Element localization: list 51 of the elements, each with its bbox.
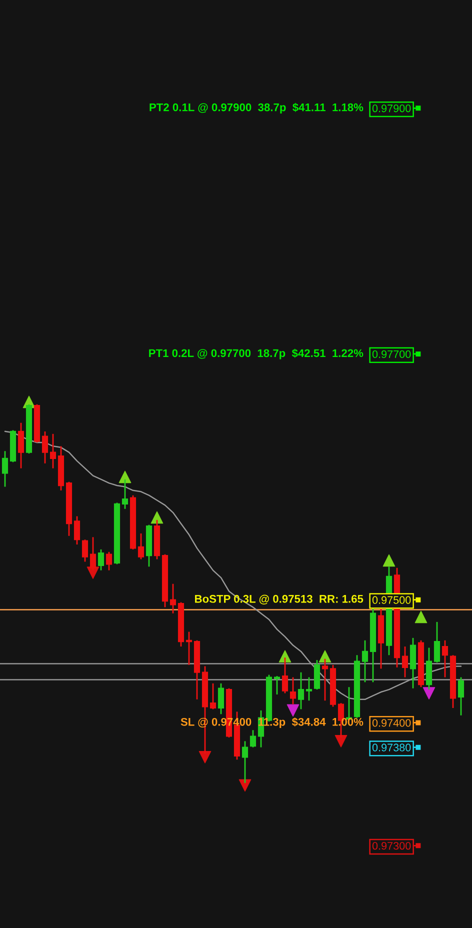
candlestick xyxy=(274,675,280,696)
candlestick xyxy=(98,548,104,572)
candlestick xyxy=(242,740,248,784)
candlestick xyxy=(434,621,440,664)
candlestick xyxy=(50,433,56,469)
y-tick-label: 0.97380 xyxy=(372,744,411,752)
point xyxy=(118,470,132,484)
candlestick xyxy=(250,729,256,748)
y-tick-label: 0.97900 xyxy=(372,104,411,112)
y-tick-label: 0.97400 xyxy=(372,719,411,727)
candlestick xyxy=(18,422,24,469)
y-tick-label: 0.97700 xyxy=(372,350,411,358)
candlestick xyxy=(106,551,112,572)
candlestick xyxy=(210,682,216,710)
y-tick-label: 0.97500 xyxy=(372,596,411,604)
point xyxy=(238,779,252,792)
point xyxy=(198,750,212,764)
candlestick xyxy=(410,637,416,690)
line-series xyxy=(4,430,462,700)
annotation: PT2 0.1L @ 0.97900 38.7p $41.11 1.18% xyxy=(150,102,364,114)
annotation: PT1 0.2L @ 0.97700 18.7p $42.51 1.22% xyxy=(149,348,364,360)
candlestick xyxy=(186,631,192,666)
candlestick xyxy=(322,658,328,702)
candlestick xyxy=(314,659,320,690)
candlestick xyxy=(138,532,144,560)
candlestick xyxy=(2,450,8,488)
candlestick xyxy=(82,538,88,562)
candlestick xyxy=(74,516,80,546)
candlestick xyxy=(458,676,464,716)
point xyxy=(318,650,332,663)
point xyxy=(382,554,396,567)
candlestick xyxy=(170,583,176,614)
point xyxy=(422,687,436,700)
candlestick xyxy=(42,430,48,464)
candlestick xyxy=(298,672,304,710)
candlestick xyxy=(426,647,432,690)
point xyxy=(414,610,428,624)
point xyxy=(334,735,348,748)
candlestick xyxy=(362,640,368,683)
point xyxy=(150,511,164,524)
candlestick xyxy=(218,682,224,715)
candlestick xyxy=(90,536,96,572)
point xyxy=(286,704,300,717)
candlestick xyxy=(282,656,288,694)
point xyxy=(278,650,292,663)
y-tick-label: 0.97300 xyxy=(372,842,411,850)
candlestick xyxy=(402,646,408,678)
candlestick xyxy=(122,478,128,510)
candlestick xyxy=(290,676,296,705)
candlestick xyxy=(442,640,448,678)
candlestick xyxy=(306,676,312,702)
